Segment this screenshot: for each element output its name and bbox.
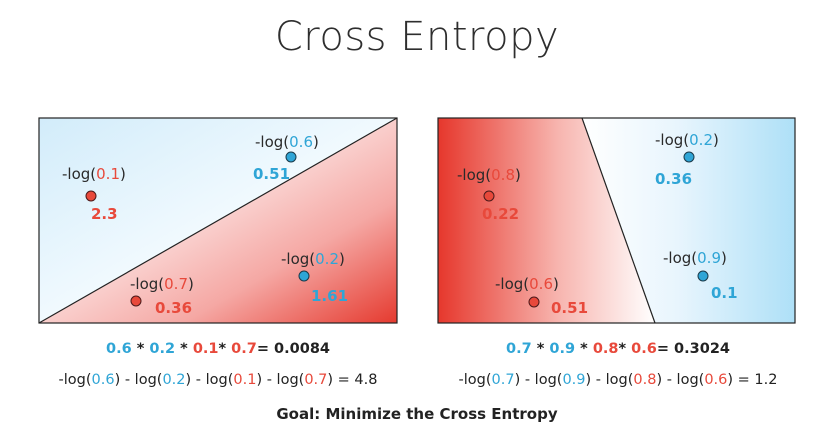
- left-product-op: *: [136, 341, 145, 357]
- left-sum-term-1: 0.6: [91, 372, 115, 388]
- cross-entropy-diagram: -log(0.6) 0.51 -log(0.1) 2.3 -log(0.2) 1…: [38, 117, 796, 324]
- right-sum-result: = 1.2: [733, 372, 778, 388]
- left-sum-term-2: 0.2: [162, 372, 186, 388]
- left-product-term-2: 0.2: [149, 341, 176, 357]
- right-product-result: = 0.3024: [656, 341, 730, 357]
- right-point-2-value: 0.22: [482, 205, 519, 223]
- right-product-op: *: [580, 341, 588, 357]
- right-point-4-value: 0.51: [551, 299, 588, 317]
- left-boundary-line: [38, 117, 398, 324]
- left-product-op: *: [218, 341, 227, 357]
- left-sum-equation: -log(0.6) - log(0.2) - log(0.1) - log(0.…: [58, 372, 378, 388]
- left-sum-term-3: 0.1: [233, 372, 257, 388]
- right-product-term-4: 0.6: [631, 341, 657, 357]
- right-boundary-line: [581, 117, 656, 324]
- right-sum-term-3: 0.8: [633, 372, 657, 388]
- right-sum-term-2: 0.9: [562, 372, 586, 388]
- left-point-1-blue-dot: [285, 151, 297, 163]
- left-point-3-blue-dot: [298, 270, 310, 282]
- right-point-3-label: -log(0.9): [663, 249, 727, 267]
- left-product-term-4: 0.7: [231, 341, 257, 357]
- right-point-3-blue-dot: [697, 270, 709, 282]
- right-product-term-3: 0.8: [592, 341, 619, 357]
- left-point-4-label: -log(0.7): [130, 275, 194, 293]
- left-point-2-label: -log(0.1): [62, 165, 126, 183]
- right-sum-equation: -log(0.7) - log(0.9) - log(0.8) - log(0.…: [458, 372, 778, 388]
- left-point-4-value: 0.36: [155, 299, 192, 317]
- right-point-4-red-dot: [528, 296, 540, 308]
- right-point-2-label: -log(0.8): [457, 166, 521, 184]
- left-point-2-red-dot: [85, 190, 97, 202]
- right-blue-region: [582, 118, 795, 323]
- right-point-1-blue-dot: [683, 151, 695, 163]
- left-product-equation: 0.6 * 0.2 * 0.1* 0.7= 0.0084: [18, 341, 418, 357]
- right-point-2-red-dot: [483, 190, 495, 202]
- left-panel: -log(0.6) 0.51 -log(0.1) 2.3 -log(0.2) 1…: [38, 117, 398, 324]
- right-product-equation: 0.7 * 0.9 * 0.8* 0.6= 0.3024: [418, 341, 818, 357]
- right-point-1-value: 0.36: [655, 170, 692, 188]
- left-point-1-value: 0.51: [253, 165, 290, 183]
- right-panel: -log(0.2) 0.36 -log(0.8) 0.22 -log(0.9) …: [437, 117, 796, 324]
- left-panel-border: [38, 117, 398, 324]
- left-product-op: *: [180, 341, 188, 357]
- goal-caption: Goal: Minimize the Cross Entropy: [276, 405, 558, 423]
- right-point-1-label: -log(0.2): [655, 131, 719, 149]
- left-point-3-value: 1.61: [311, 287, 348, 305]
- left-product-term-3: 0.1: [192, 341, 219, 357]
- left-product-result: = 0.0084: [256, 341, 330, 357]
- right-red-region: [438, 118, 655, 323]
- right-product-term-1: 0.7: [506, 341, 532, 357]
- left-sum-result: = 4.8: [333, 372, 378, 388]
- right-point-4-label: -log(0.6): [495, 275, 559, 293]
- right-sum-term-4: 0.6: [704, 372, 728, 388]
- right-product-term-2: 0.9: [549, 341, 576, 357]
- right-point-3-value: 0.1: [711, 284, 738, 302]
- left-point-4-red-dot: [130, 295, 142, 307]
- left-point-1-label: -log(0.6): [255, 133, 319, 151]
- left-sum-term-4: 0.7: [304, 372, 328, 388]
- left-point-3-label: -log(0.2): [281, 250, 345, 268]
- left-point-2-value: 2.3: [91, 205, 118, 223]
- left-product-term-1: 0.6: [106, 341, 132, 357]
- right-panel-border: [437, 117, 796, 324]
- page-title: Cross Entropy: [274, 14, 560, 60]
- right-product-op: *: [618, 341, 627, 357]
- right-sum-term-1: 0.7: [491, 372, 515, 388]
- right-product-op: *: [536, 341, 545, 357]
